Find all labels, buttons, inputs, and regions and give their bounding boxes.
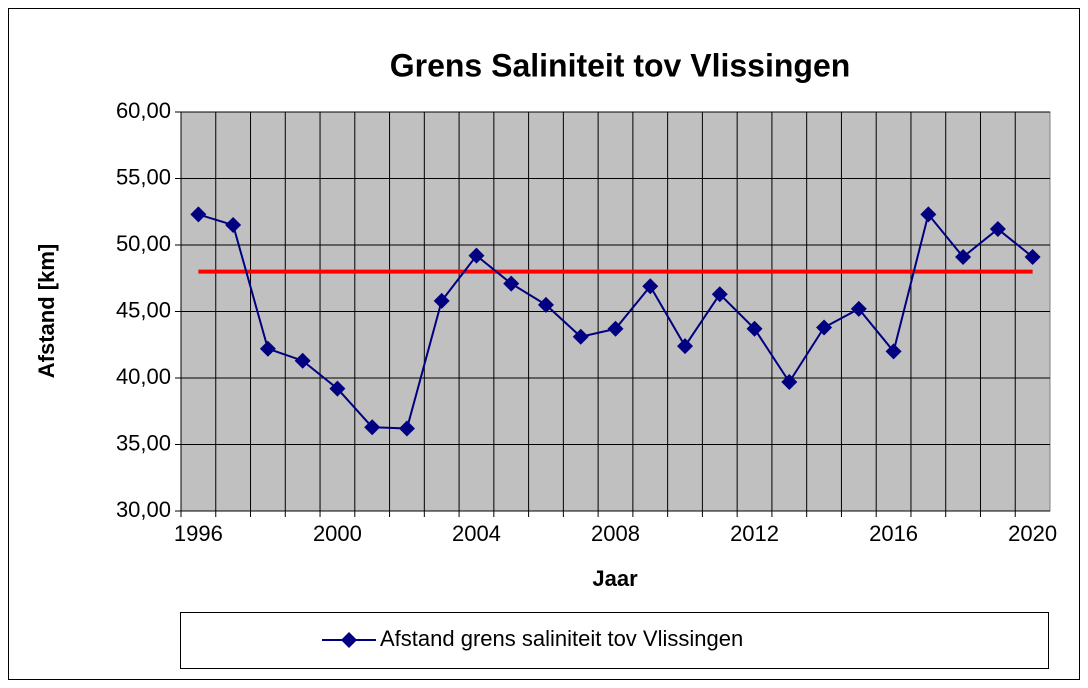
data-point [503,275,520,292]
data-point [885,343,902,360]
data-point [746,320,763,337]
data-point [781,373,798,390]
data-point [850,300,867,317]
y-tick-label: 45,00 [116,297,171,322]
data-point [711,286,728,303]
data-point [433,292,450,309]
x-axis-label: Jaar [592,566,638,591]
x-tick-label: 2008 [591,521,640,546]
legend-marker [341,632,357,648]
data-point [955,248,972,265]
data-point [294,352,311,369]
y-axis-label: Afstand [km] [34,244,59,378]
y-tick-label: 40,00 [116,364,171,389]
data-point [1024,248,1041,265]
data-point [642,278,659,295]
y-tick-label: 50,00 [116,231,171,256]
chart-title: Grens Saliniteit tov Vlissingen [390,47,851,83]
legend-label: Afstand grens saliniteit tov Vlissingen [380,626,743,651]
x-tick-label: 1996 [174,521,223,546]
y-tick-label: 30,00 [116,497,171,522]
data-point [398,420,415,437]
x-tick-label: 2016 [869,521,918,546]
y-tick-label: 60,00 [116,98,171,123]
data-point [364,419,381,436]
y-tick-label: 35,00 [116,430,171,455]
data-point [816,319,833,336]
data-point [259,340,276,357]
x-tick-label: 2012 [730,521,779,546]
y-tick-label: 55,00 [116,164,171,189]
x-tick-label: 2020 [1008,521,1057,546]
x-tick-label: 2004 [452,521,501,546]
data-point [537,296,554,313]
data-point [607,320,624,337]
data-point [468,247,485,264]
data-point [572,328,589,345]
data-point [989,221,1006,238]
data-point [677,338,694,355]
data-point [920,206,937,223]
data-point [329,380,346,397]
data-point [225,217,242,234]
x-tick-label: 2000 [313,521,362,546]
data-point [190,206,207,223]
